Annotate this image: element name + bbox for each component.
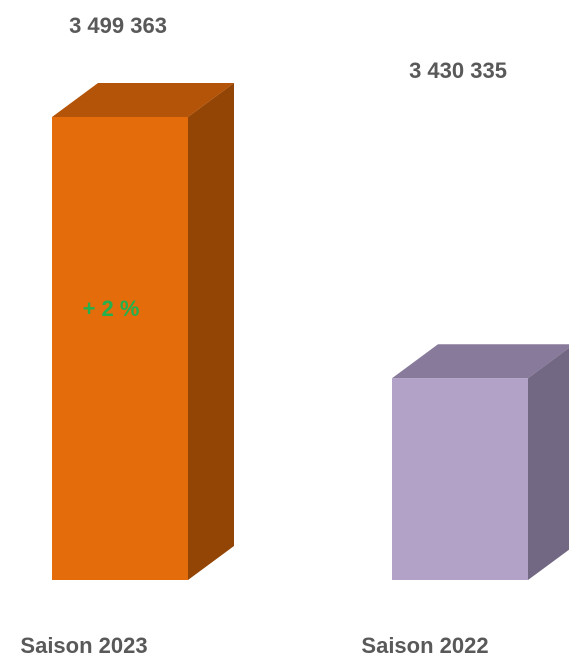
change-annotation: + 2 %: [83, 296, 140, 321]
bar-value-label-saison-2023: 3 499 363: [69, 13, 167, 38]
category-label-saison-2022: Saison 2022: [361, 633, 488, 657]
category-label-saison-2023: Saison 2023: [20, 633, 147, 657]
bars-group: [52, 83, 569, 580]
bar-side-saison-2022: [528, 347, 569, 580]
bar-top-saison-2023: [52, 83, 234, 118]
bar-side-saison-2023: [188, 83, 234, 580]
bar-saison-2023: [52, 117, 188, 580]
bar-value-label-saison-2022: 3 430 335: [409, 58, 507, 83]
bar-saison-2022: [392, 378, 528, 580]
bar-top-saison-2022: [392, 344, 569, 379]
